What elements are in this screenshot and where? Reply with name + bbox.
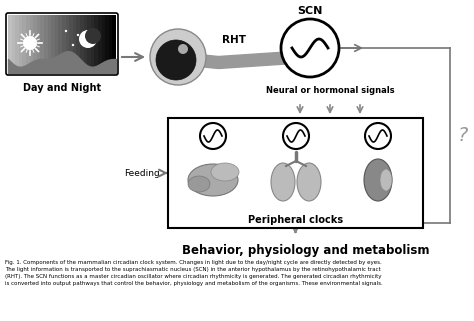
Circle shape — [281, 19, 339, 77]
Bar — [83, 15, 88, 73]
Ellipse shape — [188, 176, 210, 192]
Bar — [11, 15, 16, 73]
Circle shape — [200, 123, 226, 149]
Bar — [55, 15, 59, 73]
Bar — [91, 15, 95, 73]
Circle shape — [156, 40, 196, 80]
Bar — [33, 15, 37, 73]
Circle shape — [65, 30, 67, 32]
Circle shape — [283, 123, 309, 149]
Bar — [168, 118, 423, 228]
Ellipse shape — [297, 163, 321, 201]
Circle shape — [178, 44, 188, 54]
Bar — [8, 15, 12, 73]
Ellipse shape — [188, 164, 238, 196]
Text: RHT: RHT — [222, 35, 246, 45]
Ellipse shape — [364, 159, 392, 201]
Text: ?: ? — [458, 126, 468, 145]
Bar — [19, 15, 23, 73]
Bar — [101, 15, 106, 73]
Circle shape — [23, 36, 37, 50]
Bar — [65, 15, 70, 73]
Ellipse shape — [211, 163, 239, 181]
Text: Neural or hormonal signals: Neural or hormonal signals — [266, 86, 394, 95]
Circle shape — [365, 123, 391, 149]
Ellipse shape — [271, 163, 295, 201]
Bar — [62, 15, 66, 73]
Bar — [29, 15, 34, 73]
Bar — [98, 15, 102, 73]
Bar — [69, 15, 73, 73]
Bar — [44, 15, 48, 73]
Bar — [112, 15, 117, 73]
Bar — [40, 15, 45, 73]
Text: SCN: SCN — [297, 6, 323, 16]
Bar — [51, 15, 55, 73]
Bar — [22, 15, 27, 73]
Bar — [37, 15, 41, 73]
Ellipse shape — [380, 169, 392, 191]
Circle shape — [77, 34, 79, 36]
Text: Day and Night: Day and Night — [23, 83, 101, 93]
Bar — [87, 15, 91, 73]
Bar — [26, 15, 30, 73]
Bar — [80, 15, 84, 73]
Circle shape — [85, 28, 101, 44]
Bar — [47, 15, 52, 73]
Circle shape — [150, 29, 206, 85]
Circle shape — [79, 30, 97, 48]
Text: Peripheral clocks: Peripheral clocks — [248, 215, 343, 225]
Bar — [76, 15, 81, 73]
Bar — [15, 15, 19, 73]
Bar — [94, 15, 99, 73]
Bar — [105, 15, 109, 73]
Text: Feeding: Feeding — [124, 169, 160, 178]
Bar — [58, 15, 63, 73]
Circle shape — [72, 44, 74, 46]
Bar — [73, 15, 77, 73]
Text: Fig. 1. Components of the mammalian circadian clock system. Changes in light due: Fig. 1. Components of the mammalian circ… — [5, 260, 383, 286]
Bar — [109, 15, 113, 73]
Text: Behavior, physiology and metabolism: Behavior, physiology and metabolism — [182, 244, 429, 257]
